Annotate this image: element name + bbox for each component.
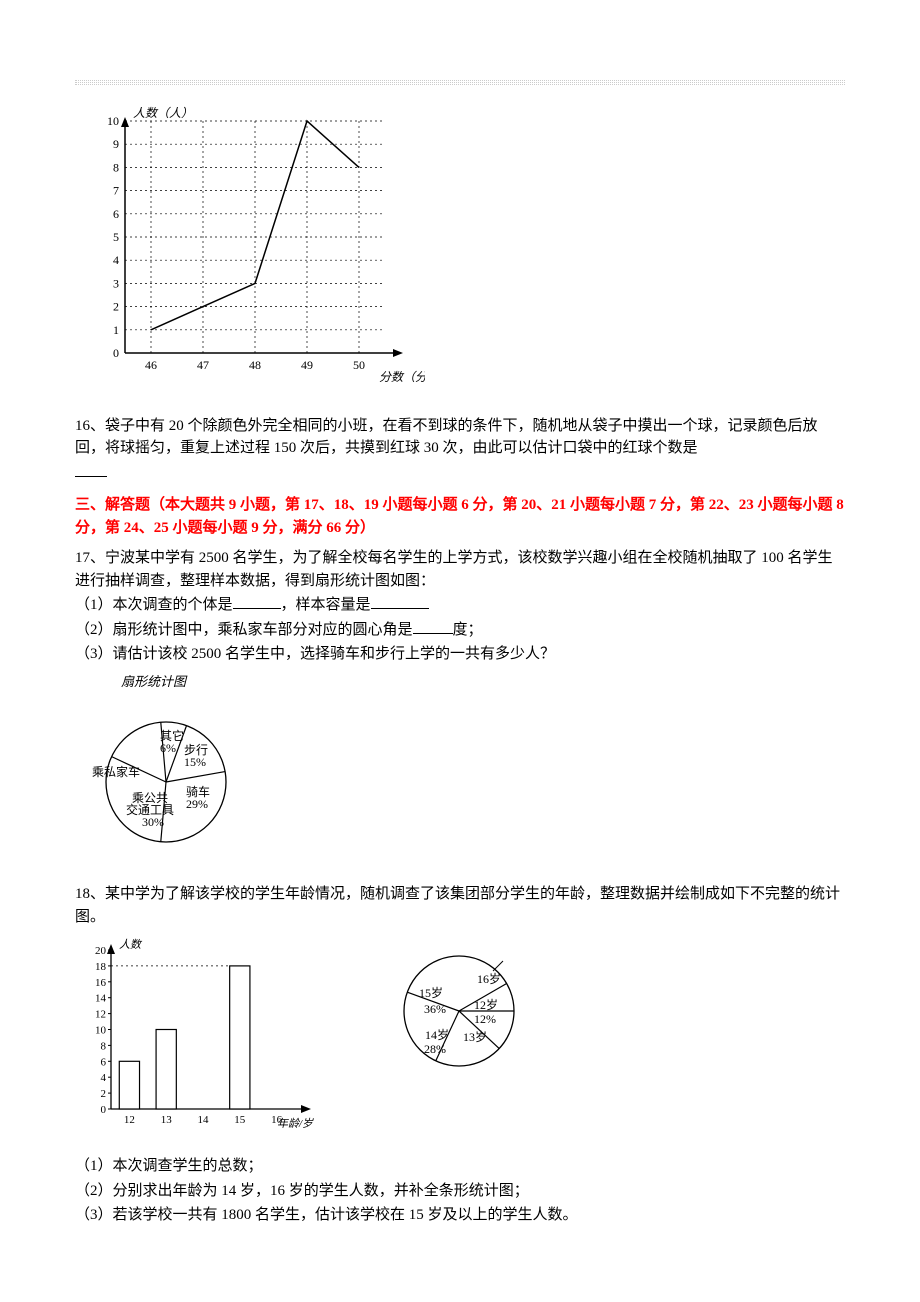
svg-text:18: 18	[95, 961, 107, 973]
svg-text:28%: 28%	[424, 1042, 446, 1056]
svg-text:36%: 36%	[424, 1002, 446, 1016]
svg-text:29%: 29%	[186, 797, 208, 811]
svg-text:2: 2	[113, 300, 119, 314]
q17-blank2	[371, 594, 429, 609]
q17-sub1b: ，样本容量是	[281, 597, 371, 613]
svg-text:16岁: 16岁	[477, 971, 501, 986]
q17-sub2a: （2）扇形统计图中，乘私家车部分对应的圆心角是	[75, 622, 413, 638]
svg-text:12%: 12%	[474, 1012, 496, 1026]
svg-text:10: 10	[95, 1025, 107, 1037]
svg-text:15岁: 15岁	[419, 985, 443, 1000]
svg-text:人数: 人数	[119, 938, 143, 951]
q16-prefix: 16、	[75, 418, 105, 434]
q17-sub3: （3）请估计该校 2500 名学生中，选择骑车和步行上学的一共有多少人？	[75, 646, 555, 662]
q18-sub3: （3）若该学校一共有 1800 名学生，估计该学校在 15 岁及以上的学生人数。	[75, 1207, 578, 1223]
svg-text:20: 20	[95, 945, 107, 957]
svg-text:6: 6	[101, 1056, 107, 1068]
svg-text:5: 5	[113, 230, 119, 244]
svg-text:4: 4	[101, 1072, 107, 1084]
q17-prefix: 17、	[75, 550, 105, 566]
q18-intro: 某中学为了解该学校的学生年龄情况，随机调查了该集团部分学生的年龄，整理数据并绘制…	[75, 886, 840, 925]
svg-text:8: 8	[113, 160, 119, 174]
svg-text:分数（分）: 分数（分）	[379, 370, 425, 384]
q18-prefix: 18、	[75, 886, 105, 902]
svg-text:2: 2	[101, 1088, 107, 1100]
q16-text: 袋子中有 20 个除颜色外完全相同的小班，在看不到球的条件下，随机地从袋子中摸出…	[75, 418, 818, 457]
page-rule	[75, 80, 845, 81]
q18-sub1: （1）本次调查学生的总数；	[75, 1158, 263, 1174]
svg-text:10: 10	[107, 114, 119, 128]
svg-text:4: 4	[113, 253, 119, 267]
svg-text:15: 15	[234, 1114, 246, 1126]
svg-text:30%: 30%	[142, 815, 164, 829]
svg-text:6: 6	[113, 207, 119, 221]
svg-text:46: 46	[145, 358, 157, 372]
page-rule	[75, 84, 845, 85]
svg-text:0: 0	[101, 1104, 107, 1116]
svg-text:14岁: 14岁	[425, 1027, 449, 1042]
svg-text:14: 14	[198, 1114, 210, 1126]
svg-text:12: 12	[95, 1009, 106, 1021]
svg-text:12: 12	[124, 1114, 135, 1126]
svg-text:人数（人）: 人数（人）	[133, 106, 193, 120]
svg-text:14: 14	[95, 993, 107, 1005]
svg-text:6%: 6%	[160, 741, 176, 755]
section-3-text: 三、解答题（本大题共 9 小题，第 17、18、19 小题每小题 6 分，第 2…	[75, 497, 844, 536]
page-rule	[75, 82, 845, 83]
svg-text:乘私家车: 乘私家车	[92, 764, 140, 779]
q17-pie: 扇形统计图其它6%步行15%骑车29%乘公共交通工具30%乘私家车	[81, 672, 845, 870]
svg-text:12岁: 12岁	[474, 997, 498, 1012]
question-17: 17、宁波某中学有 2500 名学生，为了解全校每名学生的上学方式，该校数学兴趣…	[75, 547, 845, 666]
question-18: 18、某中学为了解该学校的学生年龄情况，随机调查了该集团部分学生的年龄，整理数据…	[75, 883, 845, 928]
q17-intro: 宁波某中学有 2500 名学生，为了解全校每名学生的上学方式，该校数学兴趣小组在…	[75, 550, 833, 589]
svg-text:47: 47	[197, 358, 209, 372]
svg-text:48: 48	[249, 358, 261, 372]
svg-text:16: 16	[271, 1114, 283, 1126]
question-16: 16、袋子中有 20 个除颜色外完全相同的小班，在看不到球的条件下，随机地从袋子…	[75, 415, 845, 485]
question-18-subs: （1）本次调查学生的总数； （2）分别求出年龄为 14 岁，16 岁的学生人数，…	[75, 1155, 845, 1227]
svg-text:16: 16	[95, 977, 107, 989]
svg-text:15%: 15%	[184, 755, 206, 769]
svg-text:3: 3	[113, 276, 119, 290]
svg-text:49: 49	[301, 358, 313, 372]
svg-text:13岁: 13岁	[463, 1029, 487, 1044]
svg-text:年龄/岁: 年龄/岁	[277, 1117, 314, 1130]
svg-text:9: 9	[113, 137, 119, 151]
q15-chart: 人数（人） 0 1 2 3 4 5 6 7 8 9 10 46 47 48 49 50 分数（分）	[85, 103, 845, 401]
q18-sub2: （2）分别求出年龄为 14 岁，16 岁的学生人数，并补全条形统计图；	[75, 1183, 529, 1199]
svg-text:13: 13	[161, 1114, 173, 1126]
svg-text:0: 0	[113, 346, 119, 360]
q18-charts: 人数 0 2 4 6 8 10 12 14 16 18 20 年龄/岁 12 13 14 15 16 15岁 36%…	[79, 936, 845, 1141]
q17-blank1	[233, 594, 281, 609]
q17-sub1a: （1）本次调查的个体是	[75, 597, 233, 613]
svg-text:8: 8	[101, 1040, 107, 1052]
q17-blank3	[413, 619, 453, 634]
q17-sub2b: 度；	[453, 622, 483, 638]
svg-text:50: 50	[353, 358, 365, 372]
q16-blank	[75, 462, 107, 477]
svg-text:7: 7	[113, 184, 119, 198]
svg-text:1: 1	[113, 323, 119, 337]
section-3-heading: 三、解答题（本大题共 9 小题，第 17、18、19 小题每小题 6 分，第 2…	[75, 494, 845, 539]
svg-text:扇形统计图: 扇形统计图	[121, 674, 188, 689]
